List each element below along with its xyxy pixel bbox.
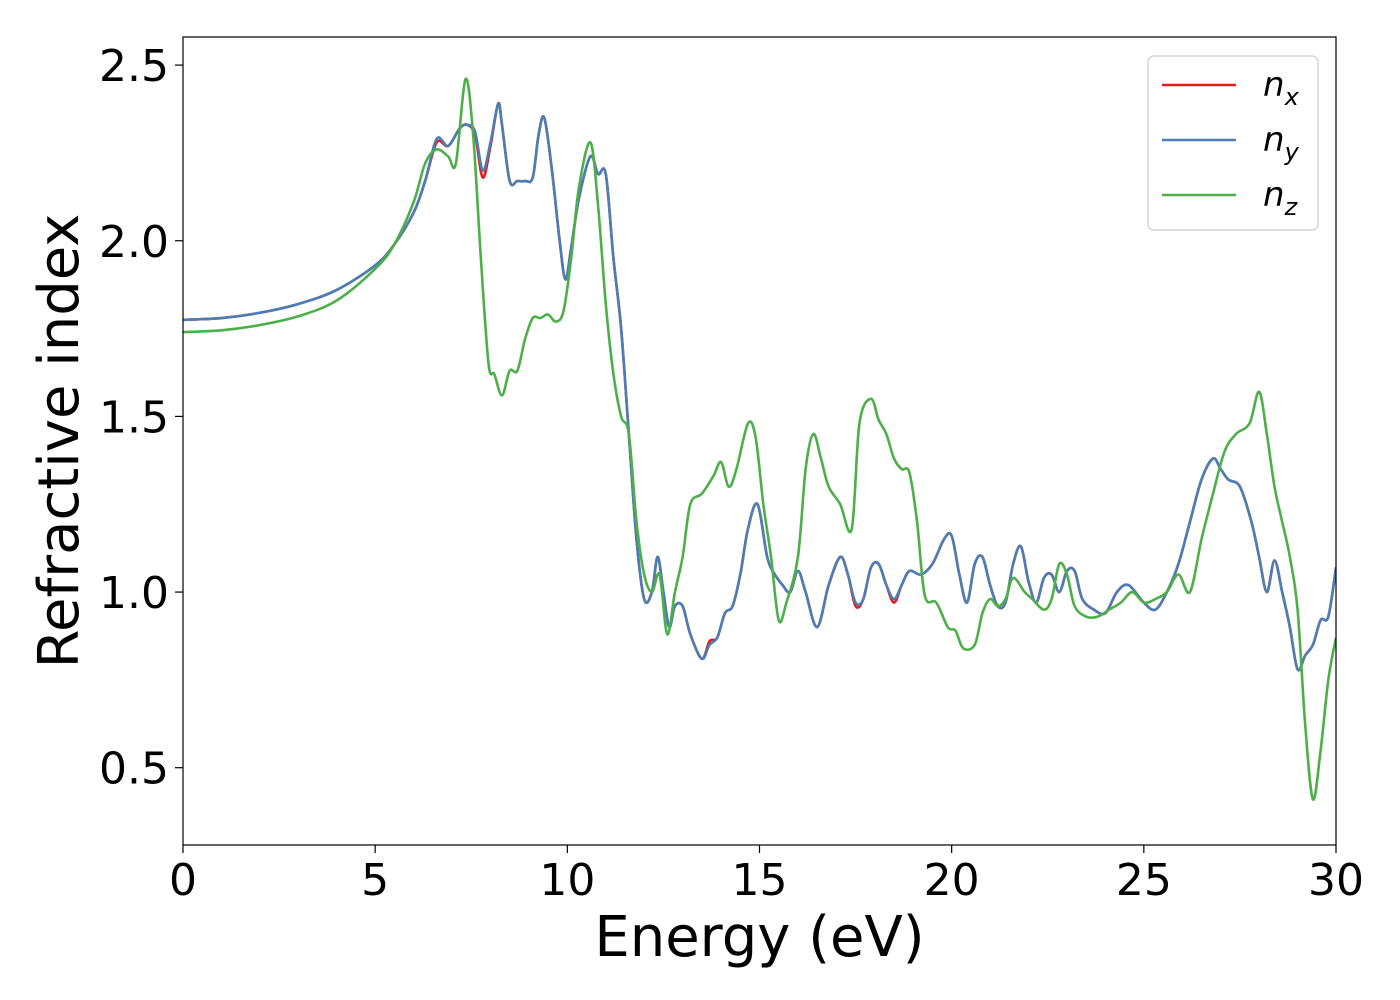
x-tick-label: 10 (539, 855, 595, 906)
series-line-n-y (183, 101, 1336, 672)
x-tick-label: 30 (1308, 855, 1364, 906)
y-tick-label: 2.0 (99, 217, 169, 268)
y-axis-ticks: 0.5 1.0 1.5 2.0 2.5 (99, 41, 183, 795)
y-tick-label: 1.5 (99, 392, 169, 443)
legend-label-n-y: ny (1263, 120, 1300, 166)
legend-label-n-z: nz (1263, 175, 1299, 221)
legend-frame (1147, 55, 1319, 231)
x-tick-label: 20 (924, 855, 980, 906)
x-tick-label: 5 (361, 855, 389, 906)
series-layer (183, 77, 1336, 801)
x-tick-label: 25 (1116, 855, 1172, 906)
x-axis-ticks: 0 5 10 15 20 25 30 (169, 845, 1364, 906)
x-axis-label: Energy (eV) (594, 905, 924, 970)
y-tick-label: 0.5 (99, 744, 169, 795)
y-axis-label: Refractive index (27, 214, 92, 669)
series-line-n-z (183, 77, 1336, 801)
legend: nx ny nz (1147, 55, 1319, 231)
y-tick-label: 1.0 (99, 568, 169, 619)
x-tick-label: 0 (169, 855, 197, 906)
legend-items: nx ny nz (1162, 65, 1300, 221)
y-tick-label: 2.5 (99, 41, 169, 92)
legend-label-n-x: nx (1263, 65, 1300, 111)
x-tick-label: 15 (732, 855, 788, 906)
